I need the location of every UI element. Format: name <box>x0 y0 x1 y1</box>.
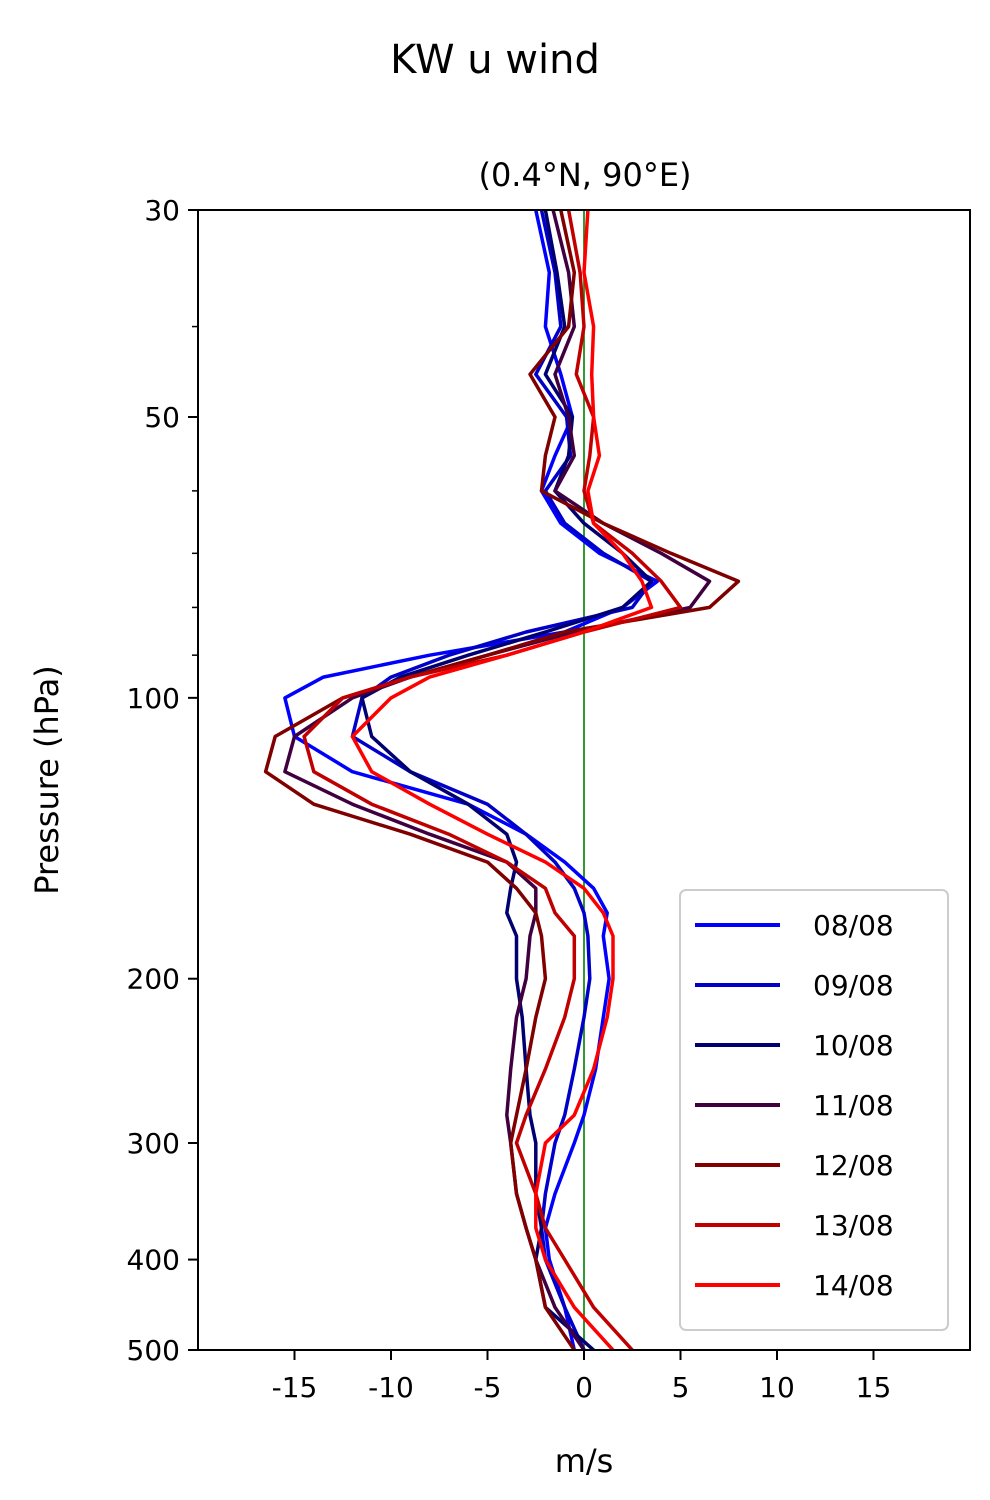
series-line-6 <box>350 210 654 1350</box>
x-tick-label: 15 <box>856 1371 892 1404</box>
y-tick-label: 100 <box>127 682 180 715</box>
chart-subtitle: (0.4°N, 90°E) <box>478 156 691 194</box>
x-tick-label: -5 <box>474 1371 502 1404</box>
series-line-4 <box>263 210 741 1350</box>
y-tick-label: 200 <box>127 963 180 996</box>
series-lines <box>263 210 741 1350</box>
series-line-3 <box>283 210 712 1350</box>
y-tick-label: 400 <box>127 1244 180 1277</box>
legend-label: 13/08 <box>813 1209 894 1242</box>
y-axis: 30 50 100 200 300 400 500 <box>127 194 198 1367</box>
plot-area <box>197 209 971 1351</box>
x-tick-label: 10 <box>759 1371 795 1404</box>
y-tick-label: 500 <box>127 1334 180 1367</box>
y-tick-label: 30 <box>144 194 180 227</box>
x-axis: -15 -10 -5 0 5 10 15 <box>272 1350 892 1404</box>
legend-box <box>679 889 949 1331</box>
x-tick-label: 0 <box>575 1371 593 1404</box>
chart-title: KW u wind <box>390 37 600 83</box>
legend-label: 09/08 <box>813 969 894 1002</box>
legend-label: 12/08 <box>813 1149 894 1182</box>
x-tick-label: 5 <box>672 1371 690 1404</box>
legend-label: 10/08 <box>813 1029 894 1062</box>
x-tick-label: -15 <box>272 1371 318 1404</box>
legend-label: 14/08 <box>813 1269 894 1302</box>
x-axis-label: m/s <box>555 1442 614 1480</box>
x-tick-label: -10 <box>368 1371 414 1404</box>
series-line-0 <box>283 210 660 1350</box>
legend: 08/08 09/08 10/08 11/08 12/08 13/08 14/08 <box>679 889 949 1331</box>
y-tick-label: 300 <box>127 1127 180 1160</box>
legend-label: 11/08 <box>813 1089 894 1122</box>
y-axis-label: Pressure (hPa) <box>28 665 66 895</box>
series-line-5 <box>302 210 683 1350</box>
legend-label: 08/08 <box>813 909 894 942</box>
series-line-2 <box>360 210 654 1350</box>
y-tick-label: 50 <box>144 401 180 434</box>
